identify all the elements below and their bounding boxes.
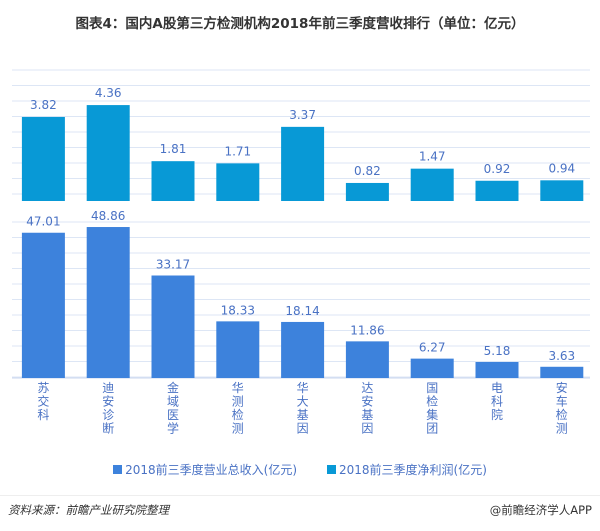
legend-item-revenue: 2018前三季度营业总收入(亿元) <box>113 461 297 478</box>
revenue-data-label: 18.14 <box>285 304 319 318</box>
revenue-data-label: 3.63 <box>548 349 575 363</box>
profit-bar <box>86 105 130 201</box>
legend-swatch-revenue <box>113 465 123 474</box>
revenue-data-label: 48.86 <box>91 209 125 223</box>
profit-bars: 3.82 4.36 1.81 1.71 3.37 0.82 1.47 0.92 0.94 <box>21 86 584 201</box>
legend-label-profit: 2018前三季度净利润(亿元) <box>339 463 487 477</box>
profit-data-label: 4.36 <box>95 86 122 100</box>
revenue-bar <box>475 361 519 378</box>
revenue-data-label: 6.27 <box>419 341 446 355</box>
profit-bar <box>345 182 389 201</box>
profit-data-label: 0.94 <box>548 161 575 175</box>
revenue-data-label: 33.17 <box>156 258 190 272</box>
legend-item-profit: 2018前三季度净利润(亿元) <box>327 461 487 478</box>
category-label: 达安基因 <box>361 381 373 436</box>
revenue-bar <box>345 341 389 378</box>
profit-bar <box>475 180 519 201</box>
profit-data-label: 3.82 <box>30 98 57 112</box>
profit-bar <box>281 126 325 201</box>
profit-data-label: 1.47 <box>419 150 446 164</box>
revenue-bar <box>281 321 325 378</box>
category-labels: 苏交科 迪安诊断 金域医学 华测检测 华大基因 达安基因 国检集团 电科院 安车检测 <box>37 380 567 436</box>
profit-data-label: 1.81 <box>160 142 187 156</box>
revenue-bar <box>21 232 65 378</box>
legend: 2018前三季度营业总收入(亿元) 2018前三季度净利润(亿元) <box>0 461 600 478</box>
profit-bar <box>216 163 260 201</box>
profit-bar <box>151 161 195 201</box>
profit-data-label: 0.92 <box>484 162 511 176</box>
source-note: 资料来源：前瞻产业研究院整理 <box>8 503 169 517</box>
profit-data-label: 3.37 <box>289 108 316 122</box>
profit-bar <box>540 180 584 201</box>
revenue-data-label: 11.86 <box>350 323 384 337</box>
profit-bar <box>21 116 65 201</box>
revenue-data-label: 47.01 <box>26 215 60 229</box>
category-label: 华大基因 <box>297 381 309 436</box>
credit-note: @前瞻经济学人APP <box>489 503 592 517</box>
category-label: 迪安诊断 <box>102 381 114 436</box>
profit-data-label: 0.82 <box>354 164 381 178</box>
revenue-data-label: 5.18 <box>484 344 511 358</box>
category-label: 苏交科 <box>37 381 49 422</box>
footer-divider <box>0 495 600 496</box>
revenue-bar <box>540 366 584 378</box>
chart-canvas: 3.82 4.36 1.81 1.71 3.37 0.82 1.47 0.92 0.94 47.… <box>12 69 590 436</box>
legend-swatch-profit <box>327 465 336 474</box>
legend-label-revenue: 2018前三季度营业总收入(亿元) <box>125 463 297 477</box>
revenue-bar <box>216 321 260 378</box>
revenue-bars: 47.01 48.86 33.17 18.33 18.14 11.86 6.27 5.18 3.… <box>21 209 584 378</box>
category-label: 安车检测 <box>556 380 568 436</box>
revenue-bar <box>151 275 195 378</box>
profit-data-label: 1.71 <box>224 144 251 158</box>
profit-bar <box>410 168 454 201</box>
category-label: 金域医学 <box>167 380 179 436</box>
chart-title: 图表4：国内A股第三方检测机构2018年前三季度营收排行（单位：亿元） <box>75 16 525 32</box>
revenue-bar <box>86 227 130 378</box>
category-label: 华测检测 <box>232 381 244 436</box>
category-label: 国检集团 <box>426 381 438 436</box>
category-label: 电科院 <box>491 381 503 422</box>
revenue-data-label: 18.33 <box>221 303 255 317</box>
revenue-bar <box>410 358 454 378</box>
